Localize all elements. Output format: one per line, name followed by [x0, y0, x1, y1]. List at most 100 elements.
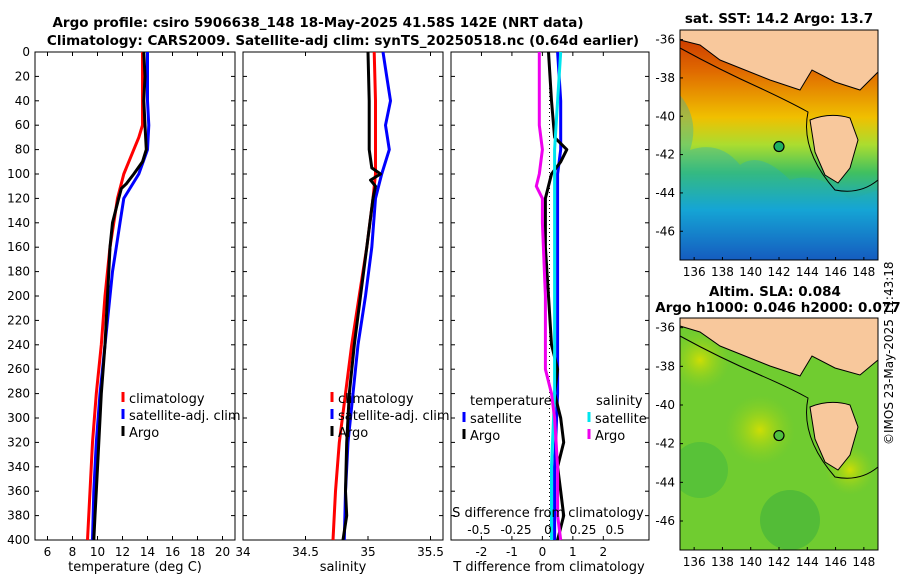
map-lon-label: 144 — [796, 555, 819, 569]
australia-mainland-sla — [680, 318, 878, 377]
legend-label: Argo — [129, 426, 159, 441]
depth-tick-label: 180 — [7, 265, 30, 279]
s-tick-label: 0.5 — [605, 523, 624, 537]
difference-xlabel: T difference from climatology — [452, 560, 645, 575]
series-line-argo — [341, 51, 382, 541]
map-lon-label: 146 — [824, 265, 847, 279]
shelf-contour-sla — [680, 335, 878, 479]
x-tick-label: 16 — [165, 545, 180, 559]
map-lon-label: 138 — [711, 555, 734, 569]
map-lon-label: 144 — [796, 265, 819, 279]
legend-label: Argo — [470, 429, 500, 444]
s-tick-label: 0.25 — [570, 523, 597, 537]
map-lat-label: -46 — [655, 514, 675, 528]
salinity-xlabel: salinity — [320, 560, 367, 575]
map-lon-label: 140 — [739, 555, 762, 569]
depth-tick-label: 220 — [7, 313, 30, 327]
depth-tick-label: 40 — [15, 94, 30, 108]
series-line-s-satellite — [550, 51, 563, 540]
sla-map-title-line1: Altim. SLA: 0.084 — [709, 284, 841, 300]
argo-position-marker-sla — [773, 429, 785, 442]
map-lat-label: -36 — [655, 33, 675, 47]
map-lon-label: 148 — [852, 555, 875, 569]
temperature-panel: 0 20 40 60 80 100 120 140 160 180 200 220 240 260 280 3… — [7, 45, 241, 575]
series-line-s-argo — [534, 52, 563, 541]
depth-tick-label: 280 — [7, 387, 30, 401]
s-difference-label: S difference from climatology — [452, 506, 644, 521]
legend-label: Argo — [338, 426, 368, 441]
s-tick-label: -0.5 — [467, 523, 490, 537]
map-lon-label: 142 — [768, 265, 791, 279]
series-line-satellite-adj-clim — [342, 51, 392, 541]
x-tick-label: 14 — [140, 545, 155, 559]
depth-tick-label: 0 — [22, 45, 30, 59]
map-lat-label: -44 — [655, 186, 675, 200]
depth-tick-label: 120 — [7, 191, 30, 205]
map-lon-label: 148 — [852, 265, 875, 279]
depth-tick-label: 260 — [7, 362, 30, 376]
sla-map-title-line2: Argo h1000: 0.046 h2000: 0.077 — [655, 300, 900, 316]
map-lon-label: 136 — [683, 555, 706, 569]
x-tick-label: 1 — [569, 545, 577, 559]
figure-title-line1: Argo profile: csiro 5906638_148 18-May-2… — [52, 15, 583, 31]
tasmania-sla — [809, 401, 859, 471]
depth-tick-label: 160 — [7, 240, 30, 254]
legend-label: satellite-adj. clim — [129, 409, 241, 424]
depth-tick-label: 380 — [7, 509, 30, 523]
depth-tick-label: 20 — [15, 69, 30, 83]
depth-tick-label: 100 — [7, 167, 30, 181]
depth-tick-label: 360 — [7, 484, 30, 498]
map-lat-label: -40 — [655, 109, 675, 123]
x-tick-label: 2 — [599, 545, 607, 559]
x-tick-label: 34 — [235, 545, 250, 559]
legend-label: climatology — [129, 392, 205, 407]
temperature-xlabel: temperature (deg C) — [68, 560, 202, 575]
difference-panel: -2 -1 0 1 2 T difference from climatology S … — [450, 51, 650, 575]
legend-title-salinity: salinity — [596, 394, 643, 409]
series-line-argo — [92, 51, 148, 541]
depth-tick-label: 340 — [7, 460, 30, 474]
salinity-panel: 34 34.5 35 35.5 salinity climatology satelli… — [235, 51, 450, 575]
map-lon-label: 142 — [768, 555, 791, 569]
depth-tick-label: 200 — [7, 289, 30, 303]
legend-label: Argo — [595, 429, 625, 444]
legend-label: satellite — [595, 412, 647, 427]
x-tick-label: 0 — [539, 545, 547, 559]
tasmania — [809, 114, 859, 184]
x-tick-label: 6 — [44, 545, 52, 559]
x-tick-label: -1 — [506, 545, 518, 559]
x-tick-label: 18 — [190, 545, 205, 559]
map-lon-label: 136 — [683, 265, 706, 279]
map-lon-label: 138 — [711, 265, 734, 279]
map-lat-label: -36 — [655, 321, 675, 335]
x-tick-label: -2 — [475, 545, 487, 559]
depth-tick-label: 60 — [15, 118, 30, 132]
legend-label: satellite — [470, 412, 522, 427]
legend-label: climatology — [338, 392, 414, 407]
depth-tick-label: 400 — [7, 533, 30, 547]
legend-label: satellite-adj. clim — [338, 409, 450, 424]
shelf-contour — [680, 47, 878, 192]
x-tick-label: 34.5 — [292, 545, 319, 559]
sst-map: sat. SST: 14.2 Argo: 13.7 136 138 140 142 14… — [655, 11, 879, 279]
map-lat-label: -46 — [655, 224, 675, 238]
australia-mainland — [680, 30, 878, 91]
map-lat-label: -38 — [655, 71, 675, 85]
x-tick-label: 12 — [115, 545, 130, 559]
map-lon-label: 140 — [739, 265, 762, 279]
s-tick-label: 0 — [544, 523, 552, 537]
sla-map: Altim. SLA: 0.084 Argo h1000: 0.046 h200… — [655, 284, 900, 569]
depth-tick-label: 80 — [15, 143, 30, 157]
depth-tick-label: 240 — [7, 338, 30, 352]
series-line-satellite-adj-clim — [91, 52, 151, 541]
legend-title-temperature: temperature — [470, 394, 552, 409]
x-tick-label: 8 — [69, 545, 77, 559]
map-lat-label: -42 — [655, 148, 675, 162]
depth-tick-label: 300 — [7, 411, 30, 425]
figure-title-line2: Climatology: CARS2009. Satellite-adj cli… — [47, 33, 639, 49]
sst-map-title: sat. SST: 14.2 Argo: 13.7 — [685, 11, 873, 27]
map-lon-label: 146 — [824, 555, 847, 569]
map-lat-label: -40 — [655, 398, 675, 412]
x-tick-label: 35.5 — [417, 545, 444, 559]
imos-watermark: ©IMOS 23-May-2025 11:43:18 — [882, 261, 896, 445]
